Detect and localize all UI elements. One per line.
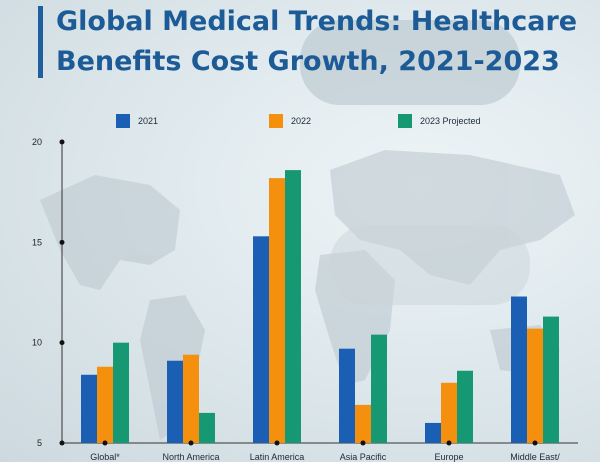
bar-global-2021	[81, 374, 97, 443]
legend-item-2022: 2022	[269, 114, 311, 128]
legend-label-2023-projected: 2023 Projected	[420, 116, 481, 126]
bar-latin-america-2023-projected	[285, 170, 301, 444]
legend-label-2021: 2021	[138, 116, 159, 126]
y-tick-label-10: 10	[32, 338, 42, 348]
bar-global-2022	[97, 366, 113, 443]
y-tick-mark-15	[59, 239, 65, 245]
bar-europe-2023-projected	[457, 370, 473, 443]
y-tick-mark-20	[59, 139, 65, 145]
x-tick-mark-asia-pacific	[360, 440, 366, 446]
chart-title-line-2: Benefits Cost Growth, 2021-2023	[56, 46, 560, 77]
chart-title: Global Medical Trends: Healthcare Benefi…	[56, 2, 596, 82]
bar-latin-america-2021	[253, 236, 269, 443]
x-tick-label-latin-america: Latin America	[250, 452, 305, 462]
x-tick-mark-north-america	[188, 440, 194, 446]
bar-middle-east-2023-projected	[543, 316, 559, 443]
x-tick-label-europe: Europe	[434, 452, 463, 462]
title-accent-bar	[38, 6, 43, 78]
x-tick-mark-europe	[446, 440, 452, 446]
legend-swatch-2021	[116, 114, 130, 128]
x-tick-label-middle-east: Middle East/	[510, 452, 560, 462]
bar-latin-america-2022	[269, 178, 285, 443]
legend-item-2023-projected: 2023 Projected	[398, 114, 481, 128]
y-tick-label-15: 15	[32, 237, 42, 247]
bar-middle-east-2022	[527, 328, 543, 443]
bar-asia-pacific-2023-projected	[371, 334, 387, 443]
y-tick-label-5: 5	[37, 438, 42, 448]
x-tick-mark-global	[102, 440, 108, 446]
x-tick-label-north-america: North America	[162, 452, 219, 462]
legend-swatch-2022	[269, 114, 283, 128]
x-tick-label-asia-pacific: Asia Pacific	[340, 452, 387, 462]
legend-label-2022: 2022	[291, 116, 312, 126]
bar-middle-east-2021	[511, 296, 527, 443]
legend-item-2021: 2021	[116, 114, 158, 128]
bar-asia-pacific-2022	[355, 404, 371, 443]
bar-north-america-2021	[167, 360, 183, 443]
y-tick-mark-10	[59, 340, 65, 346]
bar-europe-2022	[441, 382, 457, 443]
bar-europe-2021	[425, 422, 441, 443]
chart-title-line-1: Global Medical Trends: Healthcare	[56, 6, 578, 37]
legend-swatch-2023-projected	[398, 114, 412, 128]
chart-legend: 2021 2022 2023 Projected	[0, 114, 600, 130]
y-tick-label-20: 20	[32, 137, 42, 147]
bar-north-america-2022	[183, 354, 199, 443]
bar-global-2023-projected	[113, 342, 129, 443]
x-tick-label-global: Global*	[90, 452, 120, 462]
x-tick-mark-latin-america	[274, 440, 280, 446]
y-tick-mark-5	[59, 440, 65, 446]
bar-north-america-2023-projected	[199, 412, 215, 443]
bar-asia-pacific-2021	[339, 348, 355, 443]
x-tick-mark-middle-east	[532, 440, 538, 446]
